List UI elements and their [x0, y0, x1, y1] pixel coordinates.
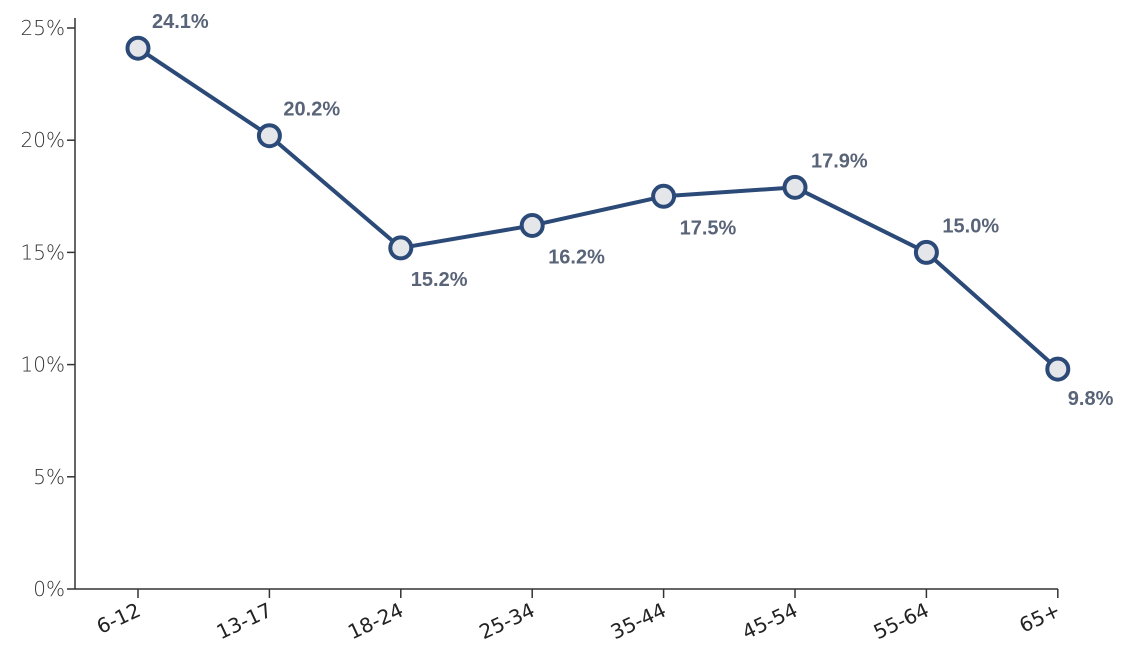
data-point: [125, 35, 151, 61]
data-label: 24.1%: [152, 11, 209, 33]
x-tick-label: 35-44: [607, 598, 670, 644]
y-axis-ticks: 0% 5% 10% 15% 20% 25%: [21, 16, 75, 601]
data-point: [1045, 356, 1071, 382]
y-tick-label: 10%: [21, 353, 65, 377]
x-tick-label: 45-54: [738, 598, 801, 644]
data-label: 15.0%: [942, 215, 999, 237]
x-tick-label: 55-64: [870, 598, 933, 644]
x-tick-label: 25-34: [475, 598, 538, 644]
data-labels: 24.1% 20.2% 15.2% 16.2% 17.5% 17.9% 15.0% 9.8%: [152, 11, 1114, 410]
data-point: [651, 183, 677, 209]
axes: [74, 18, 1058, 590]
data-label: 9.8%: [1068, 388, 1114, 410]
data-label: 15.2%: [411, 269, 468, 291]
data-label: 17.5%: [680, 217, 737, 239]
y-tick-label: 5%: [33, 465, 65, 489]
data-point: [782, 174, 808, 200]
x-tick-label: 13-17: [213, 598, 276, 644]
data-label: 20.2%: [283, 99, 340, 121]
y-tick-label: 0%: [33, 577, 65, 601]
x-tick-label: 65+: [1016, 598, 1064, 638]
data-label: 17.9%: [811, 150, 868, 172]
data-point: [388, 235, 414, 261]
series-line-group: [125, 35, 1071, 382]
x-axis-ticks: 6-12 13-17 18-24 25-34 35-44 45-54 55-64 65+: [93, 589, 1064, 644]
data-point: [256, 123, 282, 149]
x-tick-label: 6-12: [93, 598, 144, 639]
y-tick-label: 15%: [21, 240, 65, 264]
series-line: [136, 46, 1060, 371]
y-tick-label: 25%: [21, 16, 65, 40]
data-point: [519, 212, 545, 238]
data-point: [913, 239, 939, 265]
data-label: 16.2%: [548, 246, 605, 268]
y-tick-label: 20%: [21, 128, 65, 152]
x-tick-label: 18-24: [344, 598, 407, 644]
